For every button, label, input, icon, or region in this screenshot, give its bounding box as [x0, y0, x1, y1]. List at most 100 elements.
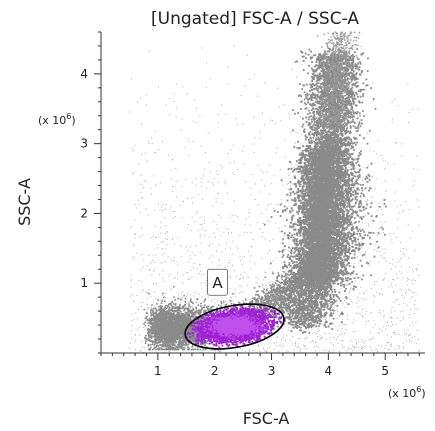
scatter-point — [414, 335, 416, 337]
scatter-point — [132, 173, 134, 175]
scatter-point — [259, 350, 261, 352]
scatter-point — [223, 300, 225, 302]
scatter-point — [133, 258, 135, 260]
scatter-point — [194, 292, 196, 294]
scatter-point — [338, 334, 340, 336]
scatter-point — [200, 145, 202, 147]
scatter-point — [225, 303, 228, 306]
scatter-point — [357, 256, 359, 258]
scatter-point — [164, 345, 167, 348]
scatter-point — [179, 336, 182, 339]
scatter-point — [205, 345, 207, 347]
scatter-point — [205, 187, 207, 189]
scatter-point — [361, 179, 363, 181]
scatter-point — [200, 282, 202, 284]
scatter-point — [238, 292, 240, 294]
scatter-point — [392, 259, 394, 261]
scatter-point — [192, 307, 195, 310]
scatter-point — [317, 286, 320, 288]
scatter-point — [374, 283, 376, 285]
scatter-point — [352, 157, 354, 159]
scatter-point — [199, 348, 202, 351]
scatter-point — [320, 337, 322, 339]
scatter-point — [187, 197, 189, 199]
scatter-point — [160, 262, 162, 264]
scatter-point — [160, 310, 163, 313]
scatter-points — [129, 31, 420, 354]
scatter-point — [362, 221, 364, 223]
scatter-point — [143, 351, 145, 353]
scatter-point — [403, 303, 405, 305]
scatter-point — [211, 348, 213, 351]
scatter-point — [368, 164, 370, 166]
scatter-point — [149, 319, 152, 322]
scatter-point — [394, 348, 396, 350]
scatter-point — [382, 231, 384, 233]
scatter-point — [247, 250, 249, 252]
scatter-point — [152, 322, 154, 325]
scatter-point — [378, 251, 380, 253]
scatter-point — [182, 307, 185, 309]
scatter-point — [178, 321, 180, 324]
scatter-point — [227, 153, 229, 155]
scatter-point — [249, 224, 251, 226]
scatter-point — [415, 343, 417, 345]
scatter-point — [166, 339, 169, 342]
scatter-point — [250, 255, 252, 257]
scatter-point — [155, 312, 157, 315]
scatter-point — [171, 320, 174, 323]
scatter-point — [152, 254, 154, 256]
scatter-point — [257, 344, 259, 346]
scatter-point — [241, 257, 243, 259]
scatter-point — [331, 293, 333, 295]
scatter-point — [199, 341, 202, 344]
scatter-point — [187, 272, 189, 274]
scatter-point — [373, 257, 375, 259]
scatter-point — [218, 349, 220, 351]
scatter-point — [154, 131, 156, 133]
scatter-point — [279, 231, 281, 233]
scatter-point — [152, 260, 154, 262]
scatter-point — [155, 346, 157, 348]
scatter-point — [172, 303, 175, 305]
scatter-point — [390, 345, 392, 347]
scatter-point — [219, 316, 221, 318]
scatter-point — [218, 350, 220, 352]
scatter-point — [264, 238, 266, 240]
scatter-point — [156, 302, 158, 305]
scatter-point — [185, 179, 187, 181]
scatter-point — [318, 346, 320, 348]
scatter-point — [134, 237, 136, 239]
scatter-point — [336, 318, 338, 320]
scatter-point — [189, 337, 191, 339]
scatter-point — [177, 315, 179, 318]
scatter-point — [217, 192, 219, 194]
scatter-point — [190, 315, 193, 318]
scatter-point — [208, 236, 210, 238]
scatter-point — [172, 348, 175, 351]
scatter-point — [157, 314, 160, 317]
scatter-point — [239, 256, 241, 258]
scatter-point — [206, 280, 208, 282]
scatter-point — [400, 266, 402, 268]
scatter-point — [338, 258, 340, 260]
scatter-point — [360, 345, 362, 347]
scatter-point — [138, 326, 140, 328]
scatter-point — [276, 204, 278, 206]
scatter-point — [365, 254, 367, 256]
scatter-point — [297, 236, 299, 238]
scatter-point — [417, 108, 419, 110]
scatter-point — [400, 272, 402, 274]
scatter-point — [160, 302, 163, 305]
scatter-point — [375, 153, 377, 155]
scatter-point — [257, 95, 259, 97]
scatter-point — [292, 335, 294, 337]
scatter-point — [176, 314, 178, 317]
scatter-point — [339, 314, 341, 316]
scatter-point — [233, 161, 235, 163]
scatter-point — [155, 237, 157, 239]
scatter-point — [165, 321, 168, 323]
scatter-point — [335, 338, 337, 340]
scatter-point — [279, 107, 281, 109]
scatter-point — [153, 269, 155, 271]
